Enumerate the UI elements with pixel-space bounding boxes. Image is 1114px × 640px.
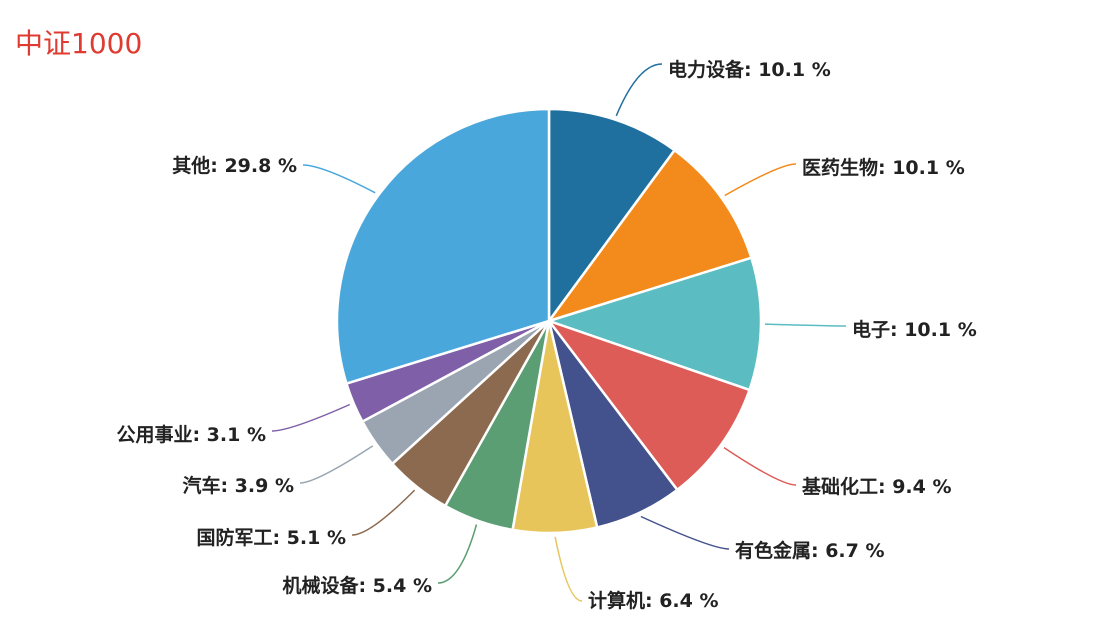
slice-label-4: 基础化工: 9.4 % xyxy=(801,475,952,498)
leader-line-2 xyxy=(724,163,797,197)
leader-line-7 xyxy=(437,524,478,584)
slice-label-10: 公用事业: 3.1 % xyxy=(116,423,266,446)
pie-slice-11 xyxy=(335,107,551,385)
slice-label-6: 计算机: 6.4 % xyxy=(588,589,719,612)
slice-labels: 电力设备: 10.1 % 医药生物: 10.1 % 电子: 10.1 % 基础化工: … xyxy=(116,58,976,612)
slice-label-7: 机械设备: 5.4 % xyxy=(282,574,432,597)
slice-label-5: 有色金属: 6.7 % xyxy=(735,539,885,562)
slice-label-3: 电子: 10.1 % xyxy=(852,318,977,341)
leader-lines xyxy=(271,63,847,602)
slice-label-2: 医药生物: 10.1 % xyxy=(802,156,965,179)
pie-slice-2 xyxy=(547,148,753,323)
leader-line-4 xyxy=(723,446,797,486)
pie-slice-3 xyxy=(547,256,763,392)
leader-line-8 xyxy=(351,489,416,536)
slice-label-11: 其他: 29.8 % xyxy=(172,154,297,177)
pie-slice-4 xyxy=(547,319,751,492)
leader-line-3 xyxy=(764,323,847,327)
slice-label-9: 汽车: 3.9 % xyxy=(182,474,294,497)
slice-label-8: 国防军工: 5.1 % xyxy=(196,526,346,549)
leader-line-1 xyxy=(615,63,663,117)
pie-slices xyxy=(335,107,763,535)
pie-slice-1 xyxy=(547,107,676,323)
leader-line-11 xyxy=(302,164,376,194)
chart-title: 中证1000 xyxy=(15,27,143,60)
leader-line-5 xyxy=(640,515,730,550)
leader-line-10 xyxy=(271,403,351,432)
slice-label-1: 电力设备: 10.1 % xyxy=(668,58,831,81)
leader-line-9 xyxy=(299,445,374,484)
leader-line-6 xyxy=(554,536,583,602)
